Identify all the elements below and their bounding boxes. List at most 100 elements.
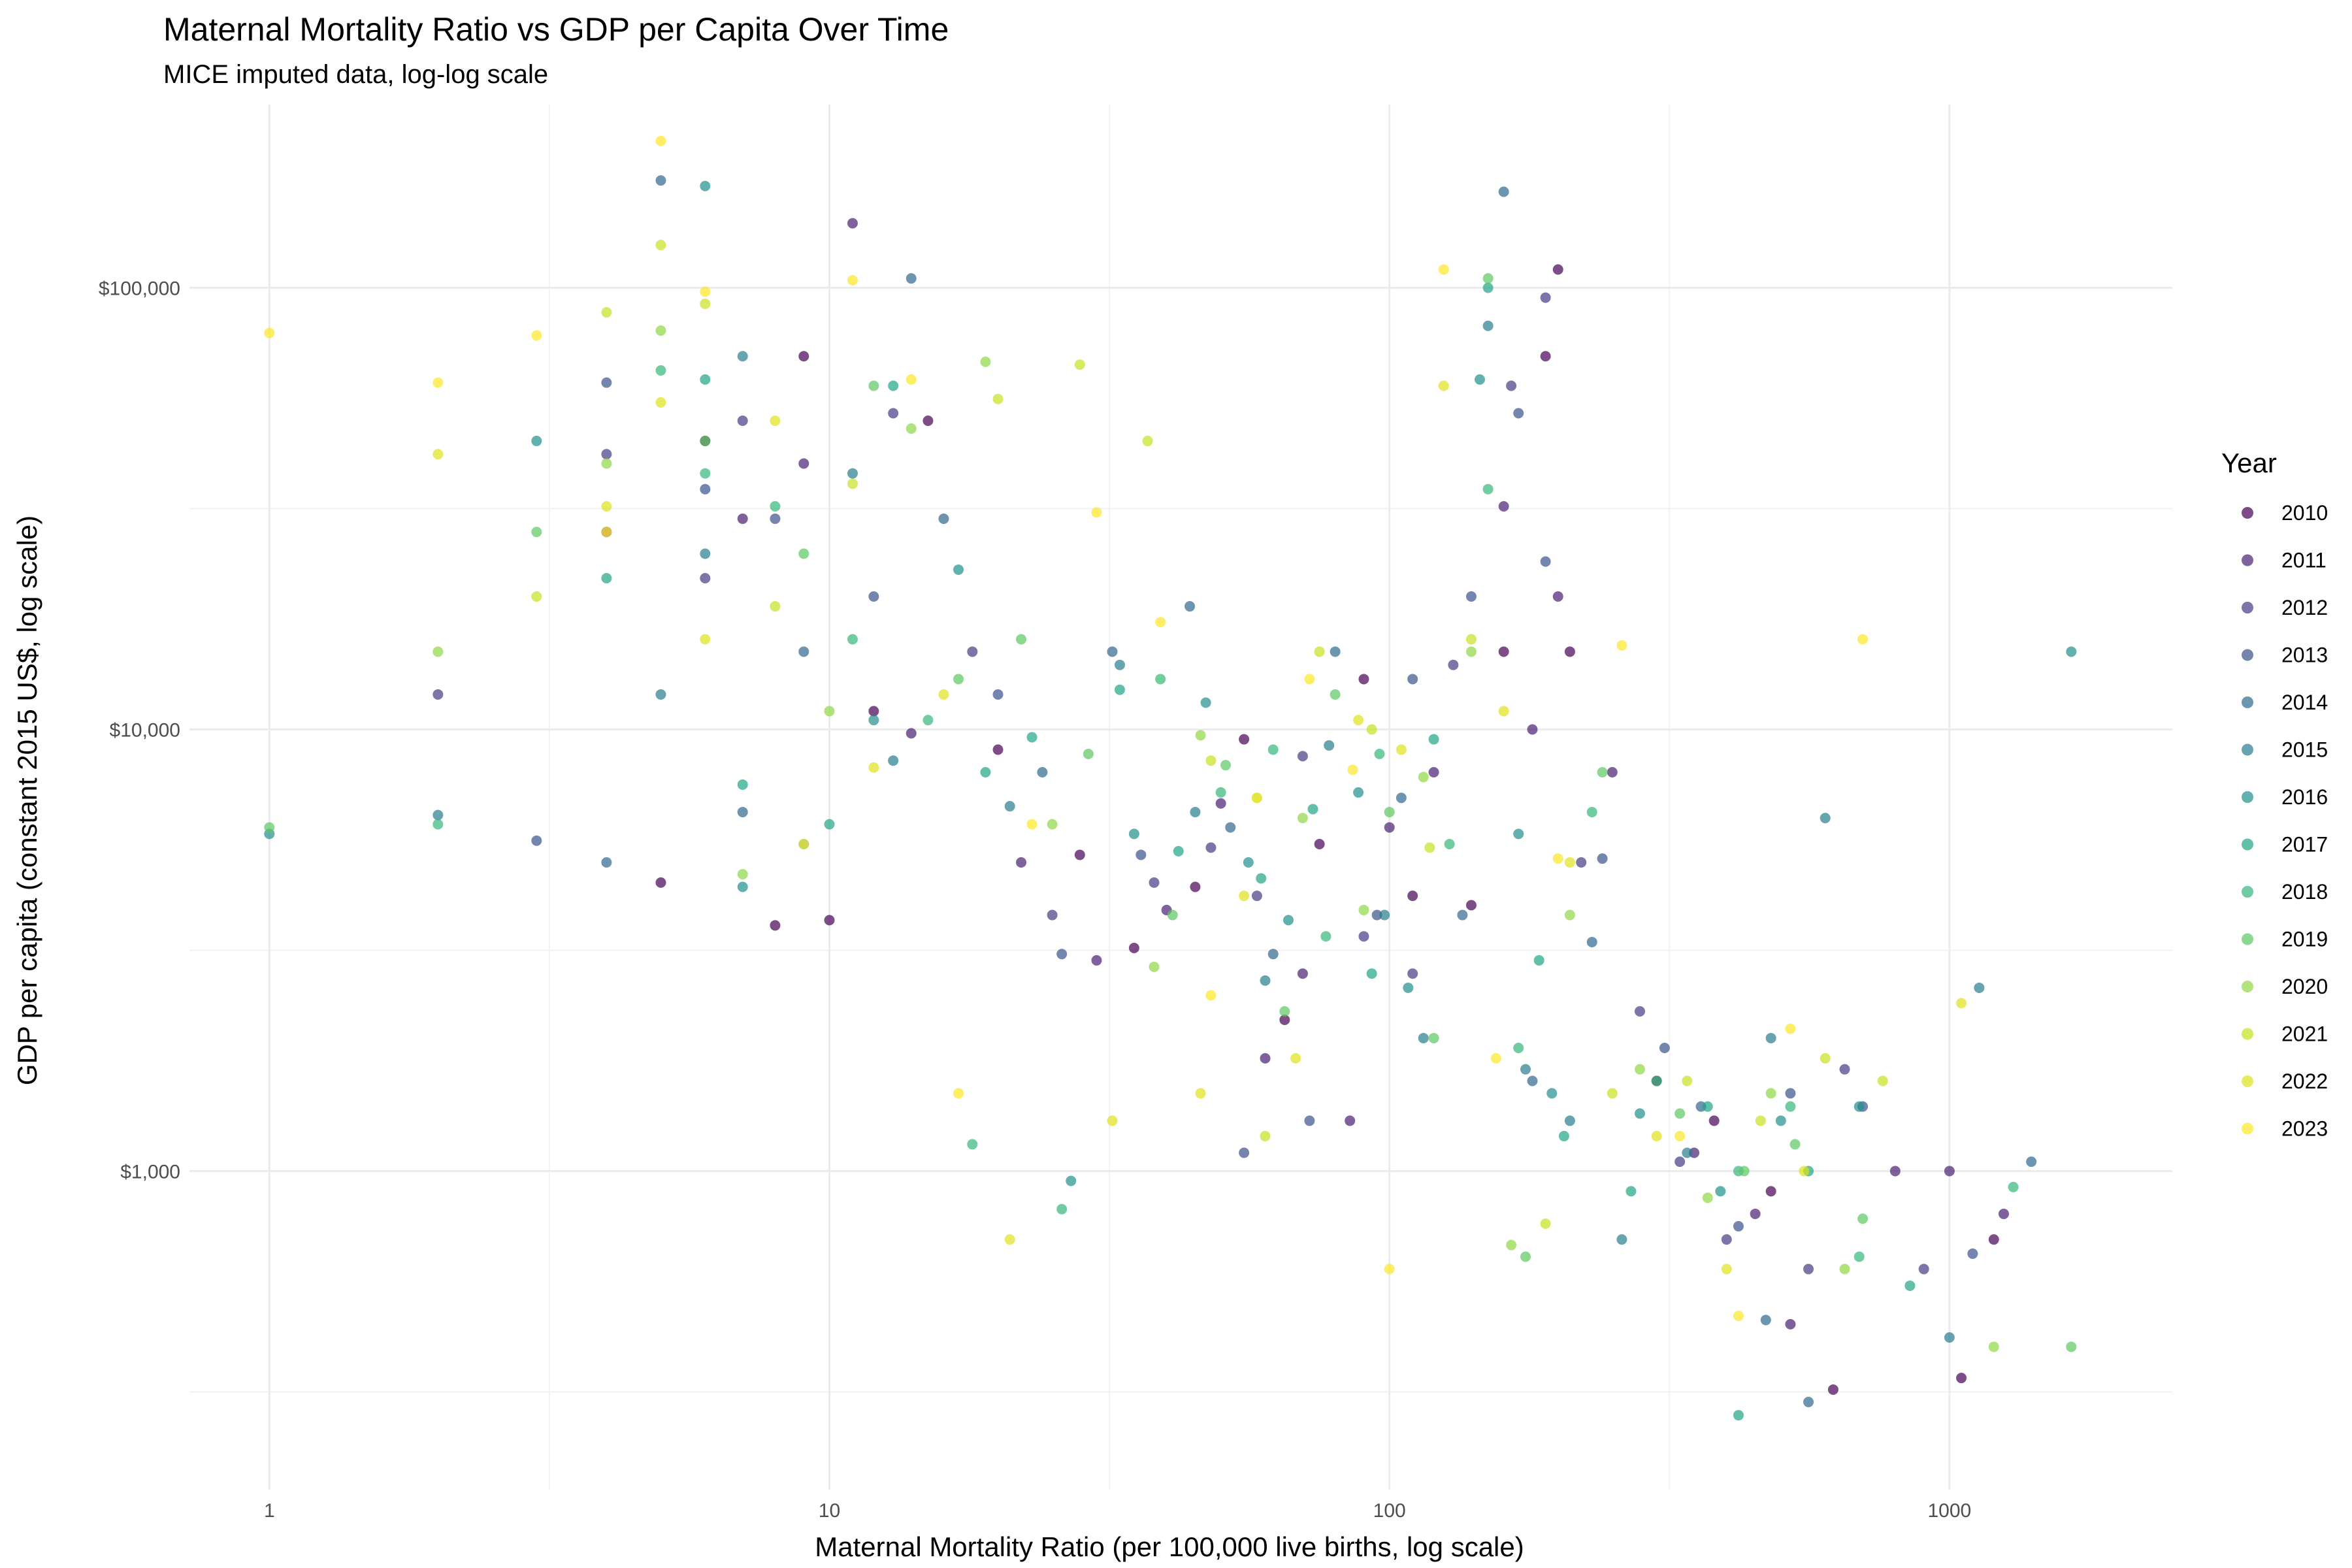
legend-key: [2242, 933, 2253, 945]
data-point: [1854, 1251, 1865, 1262]
legend-key: [2242, 1028, 2253, 1040]
data-point: [770, 601, 781, 612]
data-point: [1200, 697, 1211, 708]
data-point: [700, 298, 711, 309]
legend-key: [2242, 554, 2253, 566]
data-point: [1205, 842, 1217, 853]
series-2019: [264, 273, 2077, 1352]
data-point: [1527, 1075, 1538, 1086]
legend-label: 2017: [2281, 833, 2328, 857]
data-point: [737, 881, 748, 892]
y-tick-label: $100,000: [99, 278, 180, 300]
series-2013: [531, 377, 1978, 1259]
data-point: [700, 483, 711, 495]
data-point: [700, 286, 711, 297]
data-point: [906, 423, 917, 434]
data-point: [1482, 320, 1494, 331]
data-point: [1552, 264, 1563, 275]
data-point: [1755, 1115, 1766, 1126]
data-point: [1513, 408, 1524, 419]
x-tick-label: 10: [819, 1500, 840, 1522]
data-point: [1498, 186, 1509, 197]
data-point: [1674, 1130, 1686, 1141]
x-axis-ticks: 1 10 100 1000: [264, 1500, 1971, 1522]
data-point: [1396, 744, 1407, 755]
data-point: [798, 838, 809, 849]
data-point: [1988, 1341, 1999, 1352]
data-point: [1974, 982, 1985, 993]
data-point: [1799, 1166, 1810, 1177]
data-point: [1083, 749, 1094, 760]
data-point: [1733, 1220, 1744, 1232]
data-point: [601, 377, 612, 388]
data-point: [1142, 435, 1153, 446]
data-point: [1307, 804, 1318, 815]
data-point: [992, 393, 1004, 404]
data-point: [1465, 900, 1477, 911]
data-point: [868, 715, 879, 726]
chart-title: Maternal Mortality Ratio vs GDP per Capi…: [163, 11, 949, 48]
legend-label: 2013: [2281, 644, 2328, 667]
data-point: [1251, 792, 1262, 804]
data-point: [1279, 1014, 1290, 1025]
data-point: [770, 920, 781, 931]
data-point: [1552, 853, 1563, 864]
data-point: [847, 634, 858, 645]
data-point: [1498, 501, 1509, 512]
data-point: [1260, 1130, 1271, 1141]
data-point: [1107, 646, 1118, 657]
data-point: [1498, 706, 1509, 717]
data-point: [1607, 766, 1618, 777]
x-tick-label: 100: [1373, 1500, 1406, 1522]
data-point: [1074, 849, 1085, 860]
series-2023: [264, 135, 1869, 1322]
data-point: [1358, 674, 1369, 685]
data-point: [1167, 909, 1178, 921]
legend-key: [2242, 1075, 2253, 1087]
data-point: [1047, 819, 1058, 830]
data-point: [655, 689, 666, 700]
data-point: [2066, 1341, 2077, 1352]
data-point: [1195, 1088, 1206, 1099]
legend-label: 2010: [2281, 501, 2328, 525]
data-point: [1682, 1147, 1693, 1158]
data-point: [1037, 766, 1048, 777]
data-point: [906, 273, 917, 284]
series-2022: [433, 380, 1967, 1275]
data-point: [1347, 764, 1358, 776]
data-point: [2008, 1181, 2019, 1192]
data-point: [953, 1088, 964, 1099]
data-point: [1407, 968, 1418, 979]
data-point: [1616, 640, 1627, 651]
data-point: [1155, 674, 1166, 685]
data-point: [1379, 909, 1390, 921]
data-point: [1384, 806, 1395, 817]
data-point: [1190, 881, 1201, 892]
data-point: [1428, 1032, 1439, 1043]
data-point: [992, 744, 1004, 755]
data-point: [1586, 936, 1597, 947]
data-point: [1173, 845, 1184, 857]
legend-key: [2242, 507, 2253, 519]
legend-label: 2023: [2281, 1117, 2328, 1141]
data-point: [2066, 646, 2077, 657]
data-point: [1520, 1064, 1531, 1075]
data-point: [1506, 1239, 1517, 1250]
data-point: [601, 449, 612, 460]
data-point: [1366, 724, 1377, 735]
data-point: [655, 877, 666, 888]
data-point: [1184, 601, 1196, 612]
data-point: [1195, 730, 1206, 741]
data-point: [1358, 904, 1369, 915]
data-point: [655, 325, 666, 336]
data-point: [433, 689, 444, 700]
data-point: [1353, 715, 1364, 726]
data-point: [737, 869, 748, 880]
data-point: [1558, 1130, 1569, 1141]
data-point: [1074, 359, 1085, 370]
data-point: [1733, 1311, 1744, 1322]
data-point: [1215, 787, 1226, 798]
data-point: [1384, 822, 1395, 833]
data-point: [1498, 646, 1509, 657]
